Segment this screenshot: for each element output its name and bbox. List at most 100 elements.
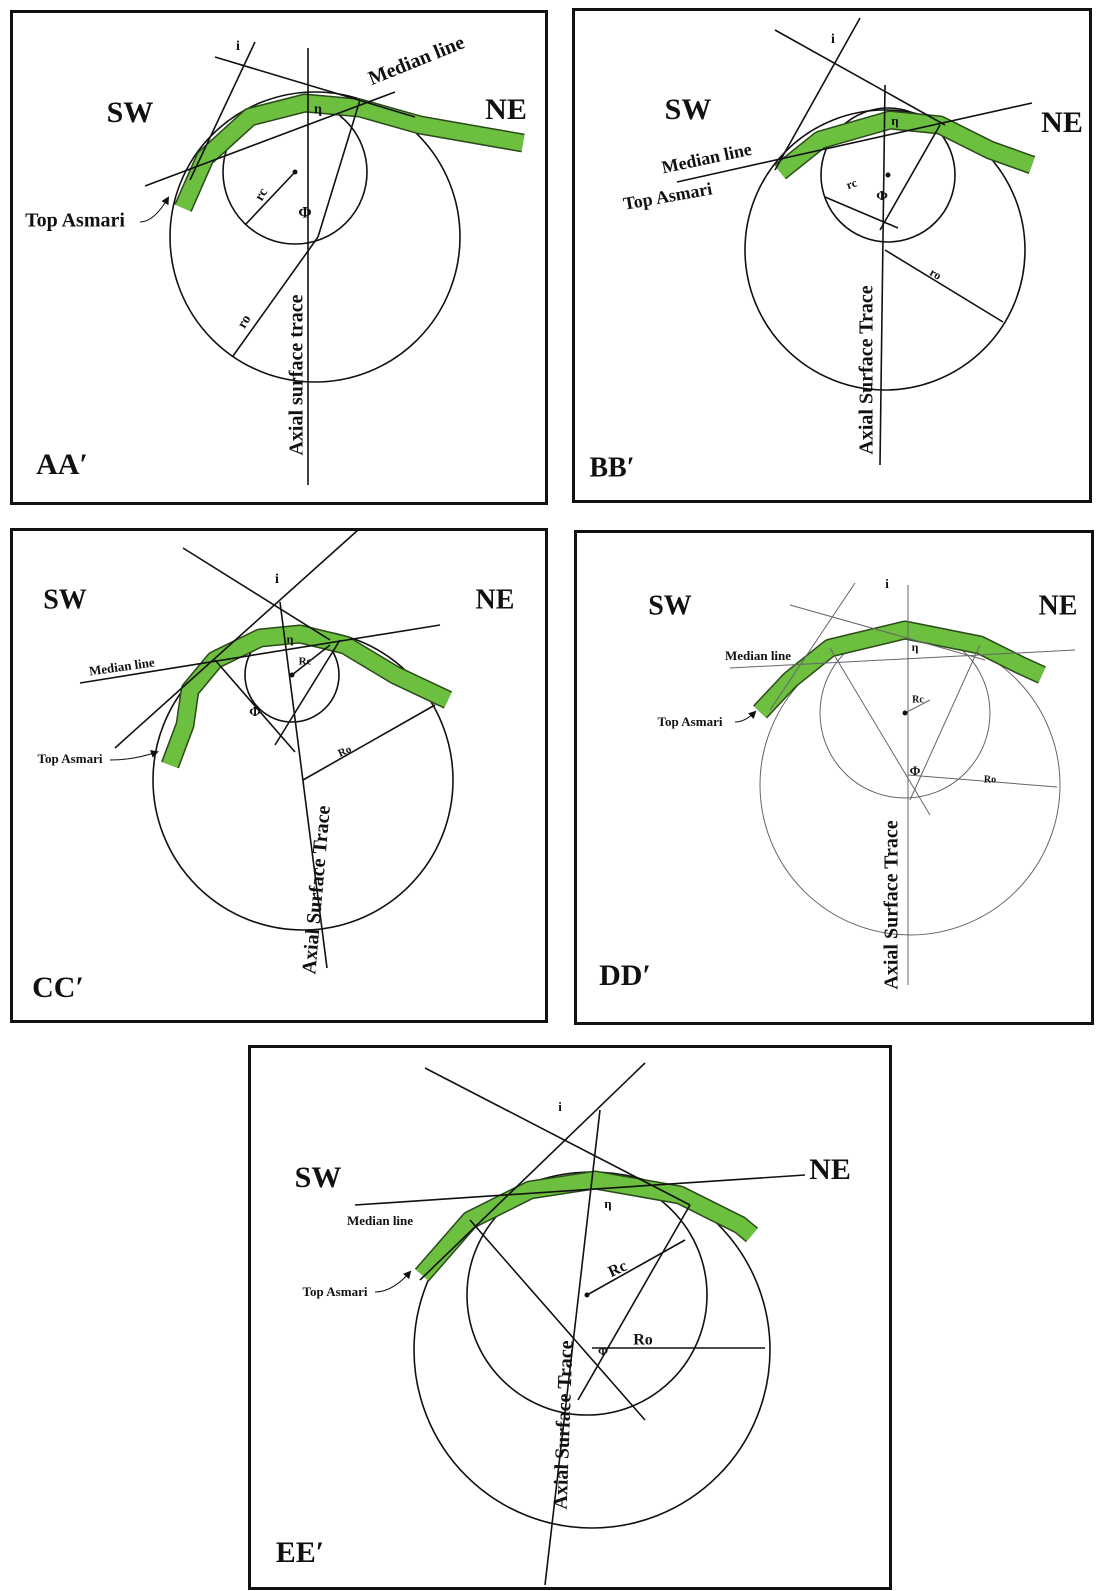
construction-line (182, 547, 331, 641)
label-phi: Φ (910, 763, 921, 778)
label-axial: Axial Surface Trace (881, 820, 903, 989)
label-name: CC′ (32, 971, 84, 1004)
construction-line (232, 236, 319, 357)
label-left: SW (107, 96, 154, 129)
construction-line (144, 91, 396, 187)
construction-line (419, 1062, 646, 1281)
fold-panel: SW NE Median line Top Asmari CC′ Axial Surfac… (10, 528, 548, 1023)
construction-line (676, 102, 1033, 183)
fold-panel: SW NE Median line Top Asmari EE′ Axial Surfac… (248, 1045, 892, 1590)
fold-panel: SW NE Median line Top Asmari DD′ Axial Surfac… (574, 530, 1094, 1025)
label-phi: Φ (876, 189, 888, 204)
label-right: NE (1041, 106, 1083, 139)
label-ro: Ro (633, 1332, 653, 1349)
fold-outline (174, 93, 525, 212)
construction-line (302, 704, 436, 781)
fold-layer (162, 626, 452, 768)
fold-layer (775, 112, 1035, 179)
construction-line (424, 1067, 691, 1206)
label-median: Median line (88, 654, 156, 678)
label-top: Top Asmari (658, 714, 723, 729)
construction-line (317, 99, 361, 238)
label-eta: η (314, 102, 322, 117)
label-eta: η (287, 632, 294, 646)
panel-frame (10, 10, 548, 505)
label-name: DD′ (599, 959, 651, 992)
inner-circle (820, 107, 956, 243)
label-i: i (831, 32, 835, 47)
label-left: SW (295, 1161, 342, 1194)
construction-line (829, 647, 931, 816)
construction-line (774, 17, 861, 171)
label-median: Median line (365, 31, 468, 90)
pointer-arrow (139, 196, 170, 223)
label-eta: η (912, 640, 919, 654)
label-top: Top Asmari (38, 751, 103, 766)
construction-line (354, 1174, 806, 1206)
label-rc: Rc (299, 656, 312, 668)
label-right: NE (809, 1153, 851, 1186)
label-name: BB′ (589, 452, 634, 483)
construction-line (909, 644, 981, 801)
fold-panel: SW NE Median line Top Asmari AA′ Axial surfac… (10, 10, 548, 505)
label-top: Top Asmari (303, 1284, 368, 1299)
panel-frame (248, 1045, 892, 1590)
construction-line (729, 649, 1076, 669)
label-median: Median line (347, 1213, 413, 1228)
label-i: i (558, 1099, 562, 1114)
label-left: SW (665, 93, 712, 126)
center-point (289, 672, 295, 678)
construction-line (884, 249, 1004, 323)
label-name: EE′ (276, 1536, 324, 1569)
construction-line (214, 659, 296, 753)
construction-line (586, 1239, 686, 1296)
fold-layer (754, 622, 1046, 718)
label-i: i (885, 576, 889, 591)
label-left: SW (43, 584, 87, 615)
panel-frame (572, 8, 1092, 503)
label-axial: Axial Surface Trace (550, 1340, 578, 1510)
construction-line (907, 774, 1058, 788)
center-point (584, 1292, 590, 1298)
label-eta: η (891, 113, 898, 128)
label-rc: Rc (606, 1258, 630, 1281)
construction-line (879, 124, 941, 231)
label-rc: Rc (912, 694, 924, 705)
label-axial: Axial surface trace (286, 294, 308, 455)
construction-line (769, 582, 856, 711)
label-axial: Axial Surface Trace (856, 285, 878, 454)
label-i: i (236, 39, 240, 54)
pointer-arrow (734, 710, 757, 723)
construction-line (879, 84, 886, 466)
label-median: Median line (725, 648, 791, 663)
construction-line (789, 604, 986, 661)
pointer-arrow (109, 750, 159, 761)
pointer-arrow (374, 1270, 412, 1293)
construction-line (469, 1219, 646, 1421)
construction-line (904, 699, 931, 714)
label-phi: Φ (598, 1344, 608, 1358)
construction-line (214, 56, 416, 118)
label-eta: η (604, 1196, 611, 1211)
panel-frame (10, 528, 548, 1023)
construction-line (79, 624, 441, 684)
label-phi: Φ (249, 705, 261, 720)
panel-frame (574, 530, 1094, 1025)
center-point (885, 172, 891, 178)
construction-line (279, 601, 328, 969)
label-top: Top Asmari (622, 179, 714, 214)
construction-line (114, 529, 359, 749)
construction-line (774, 29, 946, 126)
label-rc: rc (844, 175, 859, 192)
construction-line (824, 196, 899, 229)
label-ro: ro (927, 265, 944, 283)
label-phi: Φ (298, 205, 311, 222)
label-median: Median line (660, 139, 754, 178)
label-ro: Ro (984, 774, 996, 785)
construction-line (244, 171, 296, 226)
label-axial: Axial Surface Trace (298, 805, 335, 976)
label-name: AA′ (36, 448, 88, 481)
center-point (292, 169, 298, 175)
